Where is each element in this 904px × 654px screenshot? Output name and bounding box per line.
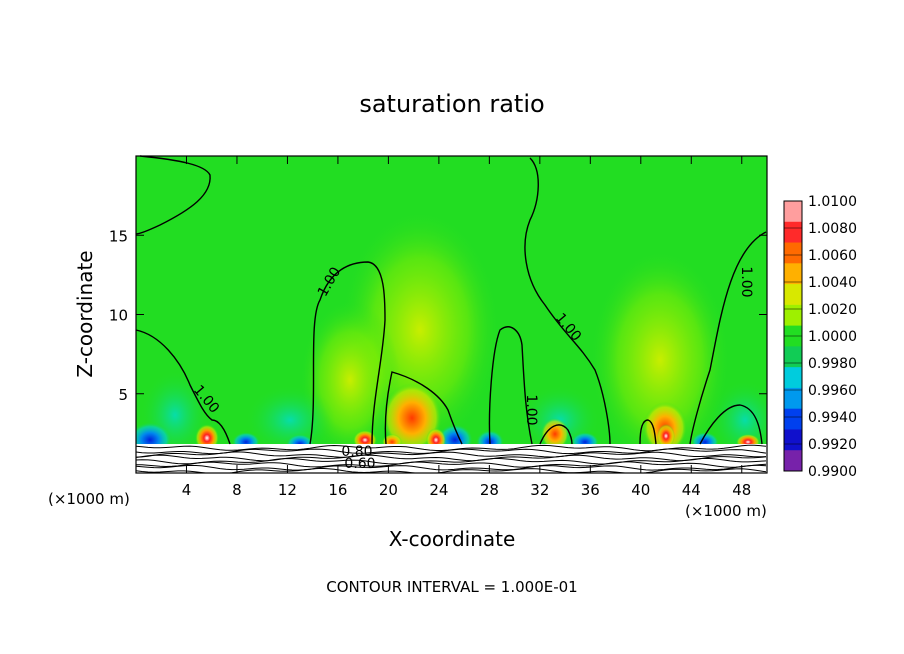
colorbar-swatch [784, 450, 802, 472]
colorbar-label: 1.0080 [808, 221, 857, 237]
colorbar-label: 0.9940 [808, 410, 857, 426]
colorbar-swatch [784, 201, 802, 223]
field-anomaly [657, 424, 675, 448]
y-tick-label: 10 [109, 307, 128, 325]
x-axis-label: X-coordinate [389, 527, 516, 551]
y-tick-label: 15 [109, 227, 128, 245]
contour-line [639, 419, 657, 445]
y-axis: 5 10 15 [109, 227, 767, 404]
contour-label: 1.00 [738, 266, 754, 297]
ground-contour-line [136, 451, 767, 458]
ground-contour-line [136, 448, 767, 455]
chart-title: saturation ratio [359, 90, 544, 118]
contour-line [524, 157, 611, 445]
contour-line [689, 231, 767, 445]
contour-line [488, 326, 533, 445]
colorbar-label: 1.0000 [808, 329, 857, 345]
ground-contour-line [136, 467, 767, 473]
x-tick-label: 40 [631, 481, 650, 499]
colorbar-label: 1.0060 [808, 248, 857, 264]
x-tick-label: 16 [328, 481, 347, 499]
x-axis: 4 8 12 16 20 24 28 32 36 40 44 48 [182, 156, 751, 499]
ground-contour-line [136, 454, 767, 462]
x-unit-right: (×1000 m) [685, 502, 767, 520]
x-tick-label: 36 [581, 481, 600, 499]
colorbar-label: 1.0040 [808, 275, 857, 291]
colorbar-swatch [784, 304, 802, 327]
colorbar: 1.0100 1.0080 1.0060 1.0040 1.0020 1.0000 0.99… [783, 194, 857, 480]
x-tick-label: 28 [480, 481, 499, 499]
colorbar-label: 0.9960 [808, 383, 857, 399]
x-unit-left: (×1000 m) [48, 490, 130, 508]
ground-contour-line [136, 457, 767, 465]
heatmap-field [136, 156, 767, 473]
contour-label: 1.00 [523, 394, 539, 425]
contour-interval-note: CONTOUR INTERVAL = 1.000E-01 [326, 578, 577, 596]
colorbar-swatch [784, 387, 802, 410]
colorbar-swatch [784, 221, 802, 244]
colorbar-label: 1.0100 [808, 194, 857, 210]
y-tick-label: 5 [118, 386, 128, 404]
colorbar-swatch [784, 429, 802, 451]
x-tick-label: 12 [278, 481, 297, 499]
contour-line [384, 371, 463, 445]
contour-line [135, 329, 231, 445]
colorbar-swatch [784, 367, 802, 389]
colorbar-swatch [784, 242, 802, 264]
x-tick-label: 24 [429, 481, 448, 499]
x-tick-label: 48 [732, 481, 751, 499]
ground-contour-line [136, 464, 767, 471]
colorbar-label: 0.9920 [808, 437, 857, 453]
field-anomaly [590, 250, 730, 470]
y-axis-label: Z-coordinate [73, 250, 97, 377]
contour-label: 0.80 [341, 444, 372, 460]
colorbar-swatch [784, 346, 802, 368]
colorbar-swatch [784, 284, 802, 306]
x-tick-label: 4 [182, 481, 192, 499]
x-tick-label: 8 [232, 481, 242, 499]
colorbar-label: 0.9980 [808, 356, 857, 372]
colorbar-label: 1.0020 [808, 302, 857, 318]
ground-contour-line [136, 461, 767, 468]
contour-label: 0.60 [344, 456, 375, 472]
ground-contours [136, 444, 767, 473]
contour-line [699, 404, 763, 445]
x-tick-label: 20 [379, 481, 398, 499]
x-tick-label: 44 [682, 481, 701, 499]
colorbar-label: 0.9900 [808, 464, 857, 480]
contour-line [309, 261, 386, 445]
x-tick-label: 32 [530, 481, 549, 499]
contour-line [539, 424, 573, 445]
colorbar-swatch [784, 408, 802, 430]
colorbar-swatch [784, 263, 802, 285]
